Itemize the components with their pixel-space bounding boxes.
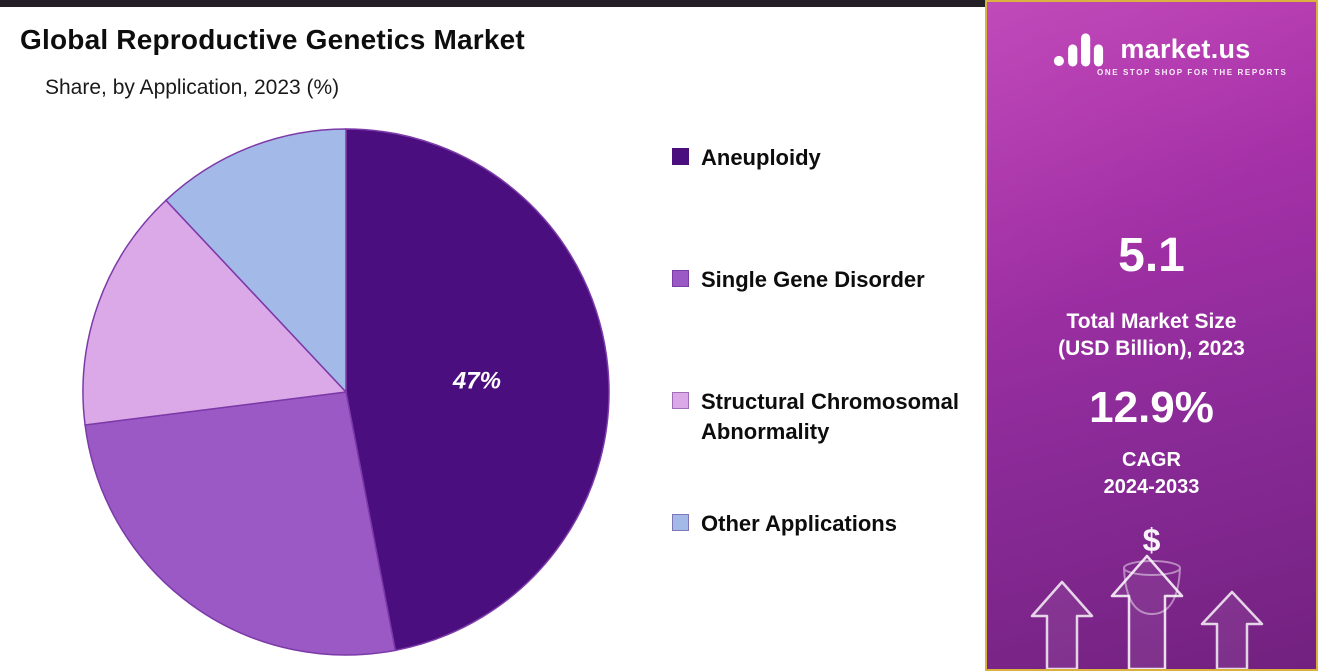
legend-label-structural-chromosomal-abnormality: Structural Chromosomal Abnormality (701, 389, 959, 444)
total-market-size-label-line1: Total Market Size (1066, 310, 1237, 333)
total-market-size-label: Total Market Size (USD Billion), 2023 (987, 308, 1316, 363)
page-title: Global Reproductive Genetics Market (20, 24, 525, 55)
legend-swatch-aneuploidy (672, 148, 689, 165)
legend-swatch-single-gene-disorder (672, 270, 689, 287)
pie-slice-1 (84, 391, 397, 656)
brand-tagline: ONE STOP SHOP FOR THE REPORTS (1097, 68, 1288, 77)
legend-label-other-applications: Other Applications (701, 511, 897, 536)
legend-swatch-structural-chromosomal-abnormality (672, 392, 689, 409)
total-market-size-label-line2: (USD Billion), 2023 (1058, 337, 1245, 361)
marketus-logo-icon (1054, 33, 1104, 67)
brand-sidebar: market.us ONE STOP SHOP FOR THE REPORTS … (985, 0, 1318, 671)
legend-swatch-other-applications (672, 514, 689, 531)
legend-label-single-gene-disorder: Single Gene Disorder (701, 267, 925, 292)
legend-label-aneuploidy: Aneuploidy (701, 145, 821, 170)
pie-chart: 47% (82, 128, 610, 656)
brand-lockup: market.us (987, 26, 1316, 72)
up-arrow-icon (1200, 590, 1264, 669)
cagr-label: CAGR (1122, 449, 1181, 471)
legend-item-single-gene-disorder: Single Gene Disorder (672, 265, 925, 295)
pie-slice-3 (164, 128, 347, 394)
top-border-strip (0, 0, 1318, 7)
legend-item-aneuploidy: Aneuploidy (672, 143, 821, 173)
page-subtitle: Share, by Application, 2023 (%) (45, 76, 340, 99)
cagr-value: 12.9% (1089, 383, 1214, 432)
legend: Aneuploidy Single Gene Disorder Structur… (672, 125, 977, 655)
legend-item-other-applications: Other Applications (672, 509, 897, 539)
cagr-period: 2024-2033 (1103, 476, 1200, 498)
pie-data-label: 47% (452, 368, 501, 395)
dollar-sign: $ (1142, 522, 1161, 558)
legend-item-structural-chromosomal-abnormality: Structural Chromosomal Abnormality (672, 387, 969, 447)
up-arrow-icon (1030, 580, 1094, 669)
up-arrow-icon (1110, 554, 1184, 669)
pie-slice-0 (345, 128, 610, 652)
growth-arrows-icon (1030, 554, 1264, 669)
total-market-size-value: 5.1 (1118, 229, 1185, 282)
brand-name: market.us (1120, 33, 1251, 64)
pie-slice-2 (82, 199, 348, 426)
